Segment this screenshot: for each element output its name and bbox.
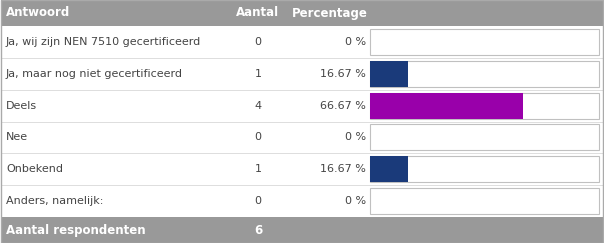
FancyBboxPatch shape — [370, 93, 522, 119]
FancyBboxPatch shape — [370, 124, 599, 150]
FancyBboxPatch shape — [1, 0, 603, 26]
FancyBboxPatch shape — [370, 156, 599, 182]
FancyBboxPatch shape — [370, 61, 599, 87]
Text: Percentage: Percentage — [292, 7, 368, 19]
FancyBboxPatch shape — [1, 153, 603, 185]
Text: 1: 1 — [254, 164, 262, 174]
Text: 0 %: 0 % — [345, 37, 366, 47]
Text: 0 %: 0 % — [345, 196, 366, 206]
Text: 66.67 %: 66.67 % — [320, 101, 366, 111]
FancyBboxPatch shape — [1, 58, 603, 90]
Text: 0: 0 — [254, 196, 262, 206]
Text: 1: 1 — [254, 69, 262, 79]
FancyBboxPatch shape — [370, 156, 408, 182]
FancyBboxPatch shape — [370, 188, 599, 214]
FancyBboxPatch shape — [1, 122, 603, 153]
FancyBboxPatch shape — [1, 26, 603, 58]
Text: Aantal respondenten: Aantal respondenten — [6, 224, 146, 236]
FancyBboxPatch shape — [1, 185, 603, 217]
Text: Antwoord: Antwoord — [6, 7, 70, 19]
Text: Deels: Deels — [6, 101, 37, 111]
Text: 16.67 %: 16.67 % — [320, 164, 366, 174]
Text: Onbekend: Onbekend — [6, 164, 63, 174]
Text: Anders, namelijk:: Anders, namelijk: — [6, 196, 103, 206]
Text: Aantal: Aantal — [236, 7, 280, 19]
FancyBboxPatch shape — [1, 217, 603, 243]
Text: Ja, maar nog niet gecertificeerd: Ja, maar nog niet gecertificeerd — [6, 69, 183, 79]
Text: 0: 0 — [254, 37, 262, 47]
Text: Ja, wij zijn NEN 7510 gecertificeerd: Ja, wij zijn NEN 7510 gecertificeerd — [6, 37, 201, 47]
Text: 16.67 %: 16.67 % — [320, 69, 366, 79]
Text: 0 %: 0 % — [345, 132, 366, 142]
Text: 0: 0 — [254, 132, 262, 142]
Text: 6: 6 — [254, 224, 262, 236]
FancyBboxPatch shape — [370, 29, 599, 55]
FancyBboxPatch shape — [370, 93, 599, 119]
FancyBboxPatch shape — [1, 90, 603, 122]
FancyBboxPatch shape — [370, 61, 408, 87]
Text: 4: 4 — [254, 101, 262, 111]
Text: Nee: Nee — [6, 132, 28, 142]
